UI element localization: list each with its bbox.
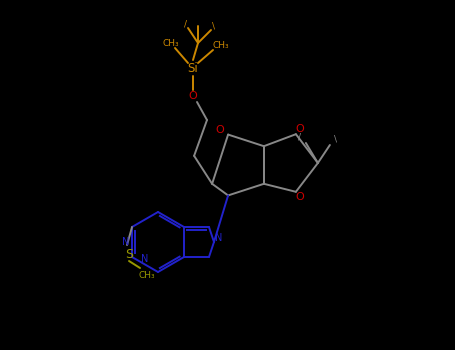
Text: CH₃: CH₃	[163, 38, 179, 48]
Text: O: O	[295, 124, 304, 134]
Text: N: N	[122, 237, 130, 247]
Text: O: O	[295, 192, 304, 202]
Text: O: O	[189, 91, 197, 101]
Text: S: S	[125, 248, 133, 261]
Text: Si: Si	[187, 62, 198, 75]
Text: /: /	[183, 20, 187, 28]
Text: N: N	[142, 254, 149, 265]
Text: N: N	[215, 233, 222, 243]
Text: \: \	[212, 21, 214, 30]
Text: \: \	[334, 134, 338, 144]
Text: /: /	[298, 133, 301, 141]
Text: CH₃: CH₃	[212, 42, 229, 50]
Text: O: O	[216, 125, 224, 134]
Text: CH₃: CH₃	[139, 271, 155, 280]
